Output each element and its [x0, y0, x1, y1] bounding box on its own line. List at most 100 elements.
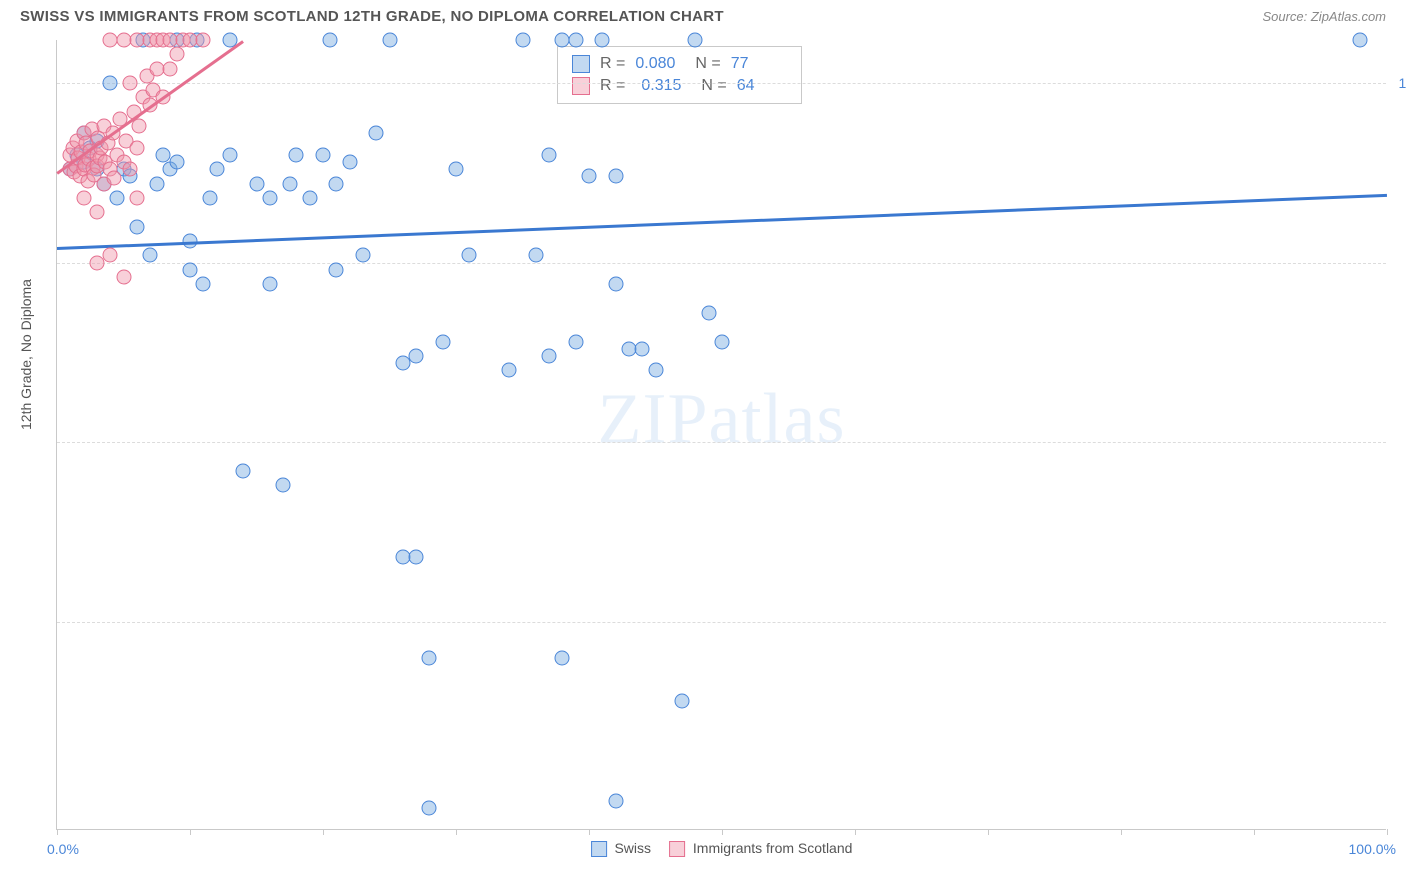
data-point: [502, 363, 517, 378]
y-axis-label: 12th Grade, No Diploma: [18, 279, 34, 430]
data-point: [123, 76, 138, 91]
data-point: [409, 550, 424, 565]
data-point: [568, 33, 583, 48]
x-tick: [589, 829, 590, 835]
x-tick: [722, 829, 723, 835]
data-point: [196, 277, 211, 292]
swatch-icon: [572, 55, 590, 73]
gridline: [57, 622, 1386, 623]
data-point: [196, 33, 211, 48]
swatch-icon: [572, 77, 590, 95]
swatch-icon: [669, 841, 685, 857]
data-point: [608, 794, 623, 809]
y-tick-label: 87.5%: [1391, 255, 1406, 271]
data-point: [89, 205, 104, 220]
trend-line: [57, 194, 1387, 250]
x-tick: [855, 829, 856, 835]
data-point: [422, 650, 437, 665]
data-point: [701, 305, 716, 320]
x-tick: [1121, 829, 1122, 835]
data-point: [435, 334, 450, 349]
data-point: [249, 176, 264, 191]
data-point: [342, 155, 357, 170]
y-tick-label: 75.0%: [1391, 434, 1406, 450]
data-point: [542, 349, 557, 364]
data-point: [103, 76, 118, 91]
x-tick: [1254, 829, 1255, 835]
source-label: Source: ZipAtlas.com: [1262, 9, 1386, 24]
data-point: [608, 277, 623, 292]
data-point: [528, 248, 543, 263]
data-point: [282, 176, 297, 191]
x-tick: [323, 829, 324, 835]
data-point: [608, 169, 623, 184]
data-point: [129, 140, 144, 155]
data-point: [595, 33, 610, 48]
trend-line: [56, 40, 244, 174]
data-point: [163, 61, 178, 76]
data-point: [449, 162, 464, 177]
data-point: [515, 33, 530, 48]
data-point: [568, 334, 583, 349]
data-point: [422, 801, 437, 816]
legend-item: Immigrants from Scotland: [669, 840, 852, 857]
data-point: [129, 219, 144, 234]
gridline: [57, 442, 1386, 443]
data-point: [103, 248, 118, 263]
x-tick: [456, 829, 457, 835]
stats-legend-box: R = 0.080 N = 77 R = 0.315 N = 64: [557, 46, 802, 104]
chart-title: SWISS VS IMMIGRANTS FROM SCOTLAND 12TH G…: [20, 8, 724, 25]
data-point: [183, 262, 198, 277]
gridline: [57, 263, 1386, 264]
data-point: [202, 191, 217, 206]
data-point: [675, 693, 690, 708]
data-point: [635, 341, 650, 356]
x-axis-min-label: 0.0%: [47, 841, 79, 857]
data-point: [715, 334, 730, 349]
data-point: [222, 147, 237, 162]
data-point: [129, 191, 144, 206]
data-point: [355, 248, 370, 263]
swatch-icon: [591, 841, 607, 857]
scatter-chart: ZIPatlas R = 0.080 N = 77 R = 0.315 N = …: [56, 40, 1386, 830]
data-point: [322, 33, 337, 48]
x-tick: [57, 829, 58, 835]
data-point: [143, 248, 158, 263]
watermark: ZIPatlas: [598, 377, 846, 460]
y-tick-label: 62.5%: [1391, 614, 1406, 630]
data-point: [369, 126, 384, 141]
data-point: [289, 147, 304, 162]
data-point: [209, 162, 224, 177]
data-point: [76, 191, 91, 206]
data-point: [555, 650, 570, 665]
data-point: [109, 191, 124, 206]
bottom-legend: Swiss Immigrants from Scotland: [591, 840, 853, 857]
data-point: [542, 147, 557, 162]
y-tick-label: 100.0%: [1391, 75, 1406, 91]
data-point: [116, 270, 131, 285]
data-point: [409, 349, 424, 364]
data-point: [302, 191, 317, 206]
data-point: [382, 33, 397, 48]
x-tick: [190, 829, 191, 835]
stats-row-scotland: R = 0.315 N = 64: [572, 75, 787, 97]
data-point: [123, 162, 138, 177]
data-point: [149, 176, 164, 191]
data-point: [329, 262, 344, 277]
data-point: [262, 191, 277, 206]
stats-row-swiss: R = 0.080 N = 77: [572, 53, 787, 75]
data-point: [688, 33, 703, 48]
data-point: [107, 170, 122, 185]
data-point: [316, 147, 331, 162]
data-point: [462, 248, 477, 263]
x-tick: [1387, 829, 1388, 835]
data-point: [582, 169, 597, 184]
data-point: [169, 155, 184, 170]
data-point: [276, 478, 291, 493]
data-point: [169, 47, 184, 62]
data-point: [236, 463, 251, 478]
legend-item: Swiss: [591, 840, 651, 857]
data-point: [1353, 33, 1368, 48]
x-axis-max-label: 100.0%: [1349, 841, 1396, 857]
data-point: [89, 255, 104, 270]
